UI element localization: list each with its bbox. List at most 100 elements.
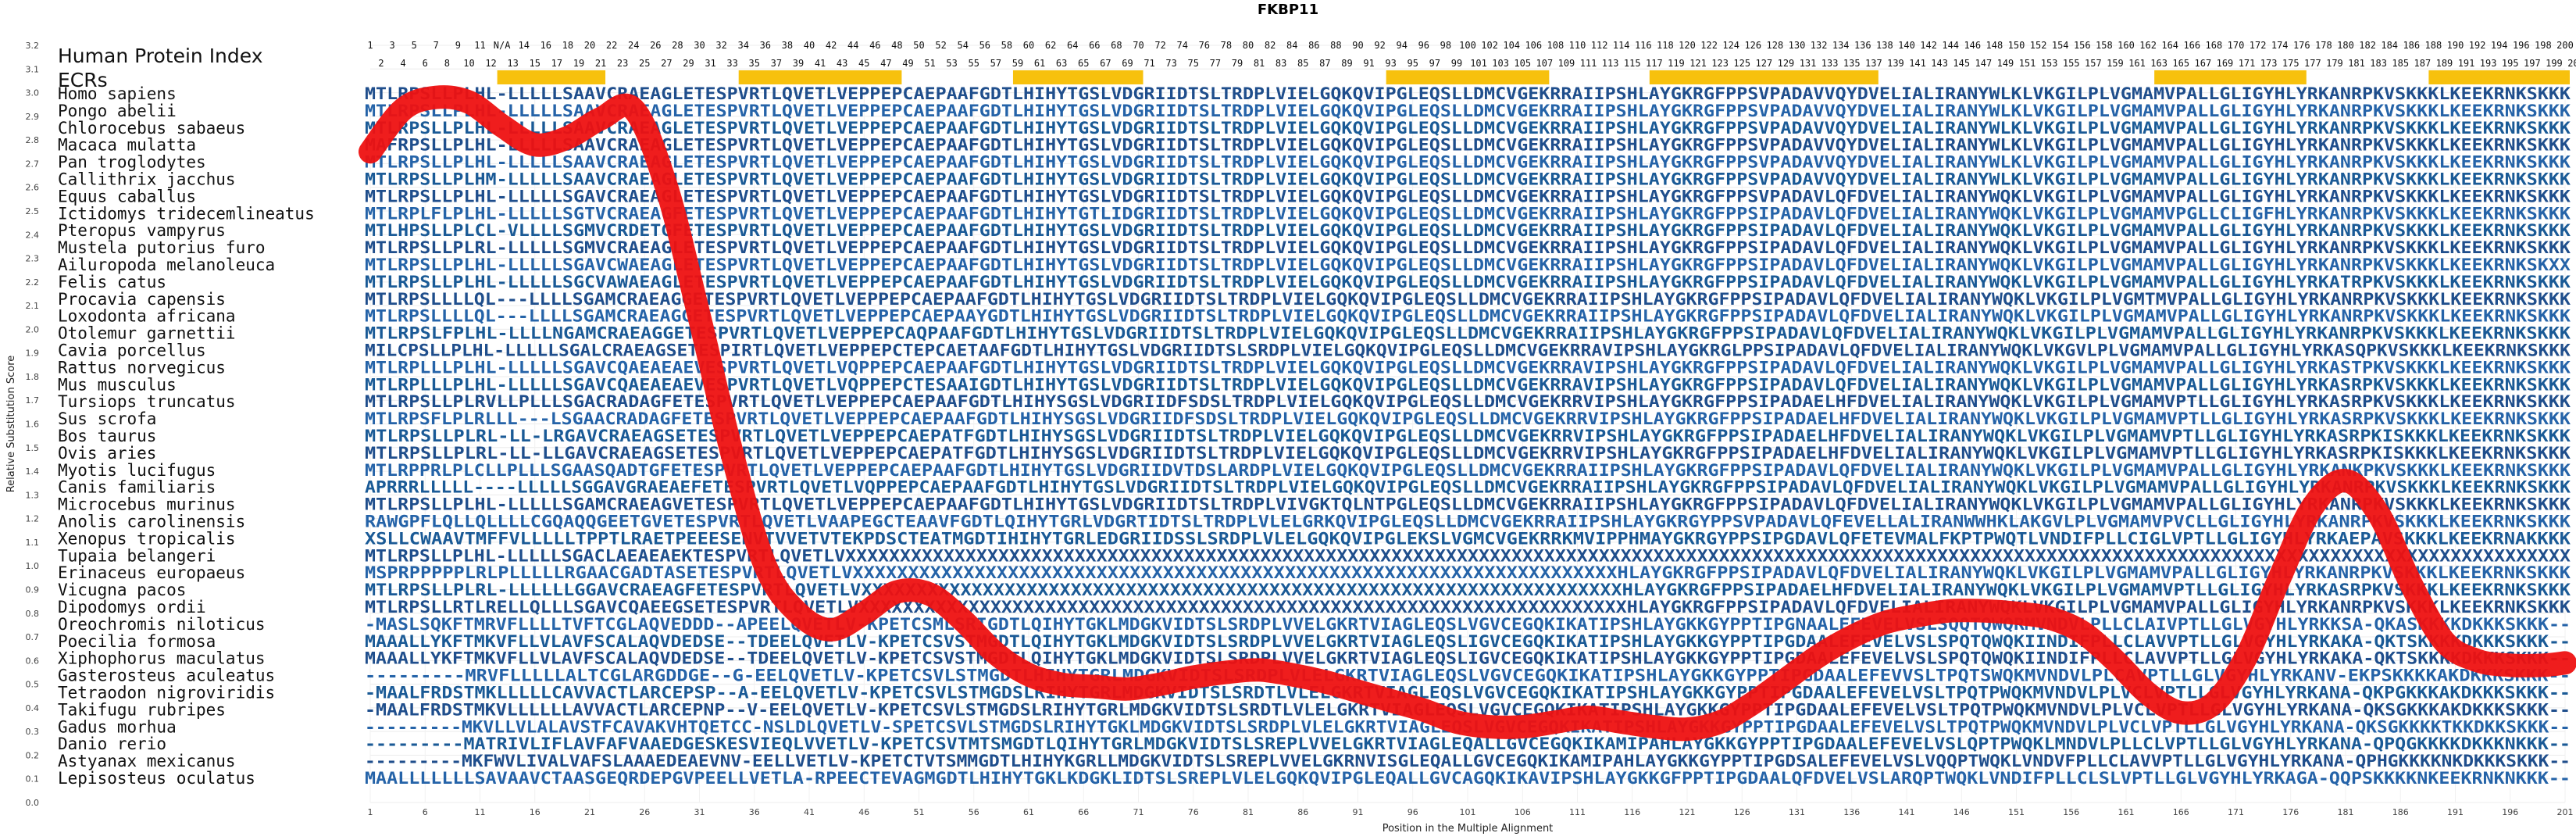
species-label: Poecilia formosa xyxy=(58,632,216,651)
hpi-label: 59 xyxy=(1012,58,1023,69)
hpi-label: 83 xyxy=(1276,58,1286,69)
y-tick-label: 1.5 xyxy=(26,443,40,453)
hpi-label: 144 xyxy=(1942,40,1959,51)
x-tick-label: 131 xyxy=(1789,807,1805,817)
hpi-label: 10 xyxy=(463,58,474,69)
hpi-label: 198 xyxy=(2535,40,2552,51)
y-tick-label: 0.8 xyxy=(26,609,40,619)
x-tick-label: 116 xyxy=(1624,807,1640,817)
x-tick-label: 126 xyxy=(1734,807,1750,817)
hpi-label: 134 xyxy=(1832,40,1850,51)
hpi-label: 132 xyxy=(1811,40,1828,51)
hpi-label: 178 xyxy=(2315,40,2332,51)
species-label: Tursiops truncatus xyxy=(58,392,236,411)
hpi-label: 124 xyxy=(1722,40,1739,51)
hpi-label: 34 xyxy=(737,40,748,51)
species-label: Tupaia belangeri xyxy=(58,546,216,565)
species-label: Vicugna pacos xyxy=(58,581,186,599)
hpi-label: 107 xyxy=(1536,58,1554,69)
hpi-label: 19 xyxy=(573,58,584,69)
hpi-label: 166 xyxy=(2183,40,2200,51)
species-label: Astyanax mexicanus xyxy=(58,752,236,770)
hpi-label: 93 xyxy=(1385,58,1396,69)
hpi-label: 181 xyxy=(2348,58,2365,69)
species-label: Ictidomys tridecemlineatus xyxy=(58,204,315,223)
y-tick-label: 1.0 xyxy=(26,561,40,571)
x-tick-label: 76 xyxy=(1188,807,1199,817)
sequence-row: MTLRPSLLPLRL-LLLLLSGMVCRAEAGLETESPVRTLQV… xyxy=(365,238,2571,257)
x-tick-label: 146 xyxy=(1953,807,1970,817)
hpi-label: 186 xyxy=(2403,40,2420,51)
sequence-row: MTLRPSLLPLHL-LLLLLSGAVCRAEAGLETESPVRTLQV… xyxy=(365,187,2571,206)
hpi-label: 28 xyxy=(672,40,683,51)
hpi-label: 152 xyxy=(2030,40,2047,51)
hpi-label: 148 xyxy=(1986,40,2003,51)
species-label: Takifugu rubripes xyxy=(58,700,226,719)
x-tick-label: 31 xyxy=(694,807,705,817)
hpi-label: 165 xyxy=(2172,58,2189,69)
y-tick-label: 2.9 xyxy=(26,112,40,122)
hpi-label: 3 xyxy=(389,40,394,51)
hpi-label: 111 xyxy=(1580,58,1597,69)
sequence-row: MTLRPSLLRTLRELLQLLLSGAVCQAEEGSETESPVRTLQ… xyxy=(365,598,2571,617)
substitution-curve xyxy=(359,85,2576,742)
hpi-label: 52 xyxy=(935,40,946,51)
sequence-row: MTLRPSLLLLQL---LLLLSGAMCRAEAGGETESPVRTLQ… xyxy=(365,290,2571,309)
sequence-row: RAWGPFLQLLQLLLLCGQAQQGEETGVETESPVRTLQVET… xyxy=(365,513,2571,531)
sequence-row: ---------MKFWVLIVALVAFSLAAAEDEAEVNV-EELL… xyxy=(365,752,2571,770)
hpi-label: 151 xyxy=(2019,58,2036,69)
species-label: Gadus morhua xyxy=(58,717,177,736)
hpi-label: 193 xyxy=(2480,58,2497,69)
hpi-label: 75 xyxy=(1188,58,1199,69)
hpi-label: 9 xyxy=(455,40,461,51)
hpi-label: 5 xyxy=(412,40,417,51)
hpi-label: 8 xyxy=(444,58,450,69)
hpi-label: 105 xyxy=(1514,58,1531,69)
y-tick-label: 2.6 xyxy=(26,183,40,193)
sequence-row: MILCPSLLPLHL-LLLLLSGALCRAEAGSETESPIRTLQV… xyxy=(365,341,2571,360)
hpi-label: 33 xyxy=(726,58,737,69)
hpi-label: 46 xyxy=(869,40,880,51)
y-tick-label: 0.4 xyxy=(26,703,40,713)
hpi-label: 32 xyxy=(715,40,726,51)
x-tick-label: 6 xyxy=(423,807,428,817)
species-label: Anolis carolinensis xyxy=(58,513,245,531)
sequence-row: MTLRPSLFPLHL-LLLLNGAMCRAEAGGETESPVRTLQVE… xyxy=(365,324,2571,343)
species-label: Macaca mulatta xyxy=(58,136,196,155)
hpi-label: 142 xyxy=(1920,40,1937,51)
y-tick-label: 1.4 xyxy=(26,466,40,477)
hpi-label: 97 xyxy=(1429,58,1440,69)
hpi-label: 199 xyxy=(2546,58,2563,69)
hpi-label: 84 xyxy=(1286,40,1297,51)
y-tick-label: 3.1 xyxy=(26,64,40,74)
hpi-label: 41 xyxy=(815,58,826,69)
hpi-label: 39 xyxy=(793,58,804,69)
sequence-row: MTLRPSLLPLHL-LLLLLSGAMCRAEAGVETESPVRTLQV… xyxy=(365,495,2571,514)
x-tick-label: 181 xyxy=(2338,807,2354,817)
hpi-label: 171 xyxy=(2239,58,2256,69)
hpi-label: 140 xyxy=(1898,40,1915,51)
hpi-label: 194 xyxy=(2491,40,2508,51)
y-tick-label: 2.4 xyxy=(26,230,40,240)
y-tick-label: 1.8 xyxy=(26,372,40,382)
hpi-label: 126 xyxy=(1744,40,1761,51)
sequence-row: MAALLLLLLLSAVAAVCTAASGEQRDEPGVPEELLVETLA… xyxy=(365,769,2571,788)
sequence-row: MTLRPSLLPLHL-LLLLLSAAVCRAEAGLETESPVRTLQV… xyxy=(365,153,2571,172)
hpi-label: 141 xyxy=(1909,58,1926,69)
hpi-label: 191 xyxy=(2458,58,2475,69)
hpi-label: 69 xyxy=(1122,58,1133,69)
hpi-label: 195 xyxy=(2502,58,2519,69)
sequence-row: MTLRPSLLPLHL-LLLLLSGACLAEAEAEKTESPVRTLQV… xyxy=(365,546,2571,565)
sequence-row: MTLRPSLLPLHM-LLLLLSAAVCRAEAGLETESPVRTLQV… xyxy=(365,170,2571,189)
hpi-label: 163 xyxy=(2150,58,2167,69)
y-axis-ticks: 0.0 0.1 0.2 0.3 0.4 0.5 0.6 0.7 0.8 0.9 1.0 1.1 1.2 1… xyxy=(26,41,40,808)
hpi-label: 176 xyxy=(2293,40,2310,51)
x-tick-label: 176 xyxy=(2282,807,2299,817)
y-tick-label: 3.0 xyxy=(26,88,40,98)
sequence-row: MTLRPSFLPLRLLL---LSGAACRADAGFETESPVRTLQV… xyxy=(365,409,2571,428)
hpi-label: 77 xyxy=(1210,58,1221,69)
species-label: Homo sapiens xyxy=(58,84,177,103)
hpi-label: 70 xyxy=(1133,40,1144,51)
hpi-label: 138 xyxy=(1876,40,1893,51)
